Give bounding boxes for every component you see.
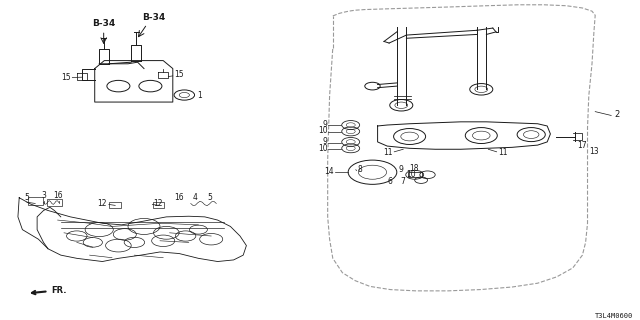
Text: 8: 8 [357,164,362,173]
Text: 6: 6 [387,177,392,186]
Text: B-34: B-34 [142,13,165,22]
Text: 15: 15 [174,70,184,79]
Text: 10: 10 [318,144,328,153]
Text: 1: 1 [197,91,202,100]
Text: 11: 11 [498,148,508,157]
Text: 5: 5 [24,193,29,202]
Text: 12: 12 [154,199,163,208]
Text: 9: 9 [323,137,328,147]
Text: 13: 13 [589,147,598,156]
Text: B-34: B-34 [92,19,115,28]
Text: 16: 16 [174,193,184,202]
Text: 2: 2 [614,110,620,119]
Bar [109,202,121,208]
Text: 5: 5 [207,193,212,202]
Text: 12: 12 [97,199,107,208]
Text: 4: 4 [193,193,198,202]
Text: 17: 17 [577,140,587,150]
Text: FR.: FR. [32,286,67,295]
Text: 11: 11 [383,148,393,157]
Text: 9: 9 [323,120,328,129]
Text: 15: 15 [61,73,70,82]
Text: 10: 10 [406,170,416,179]
Text: 14: 14 [324,167,334,176]
Text: 10: 10 [318,126,328,135]
Text: 3: 3 [41,191,46,200]
Bar [153,202,164,208]
Text: T3L4M0600: T3L4M0600 [595,313,634,318]
Bar [408,172,422,177]
Text: 16: 16 [52,191,63,200]
Text: 18: 18 [410,164,419,172]
Text: 7: 7 [400,177,405,186]
Text: 9: 9 [398,164,403,173]
